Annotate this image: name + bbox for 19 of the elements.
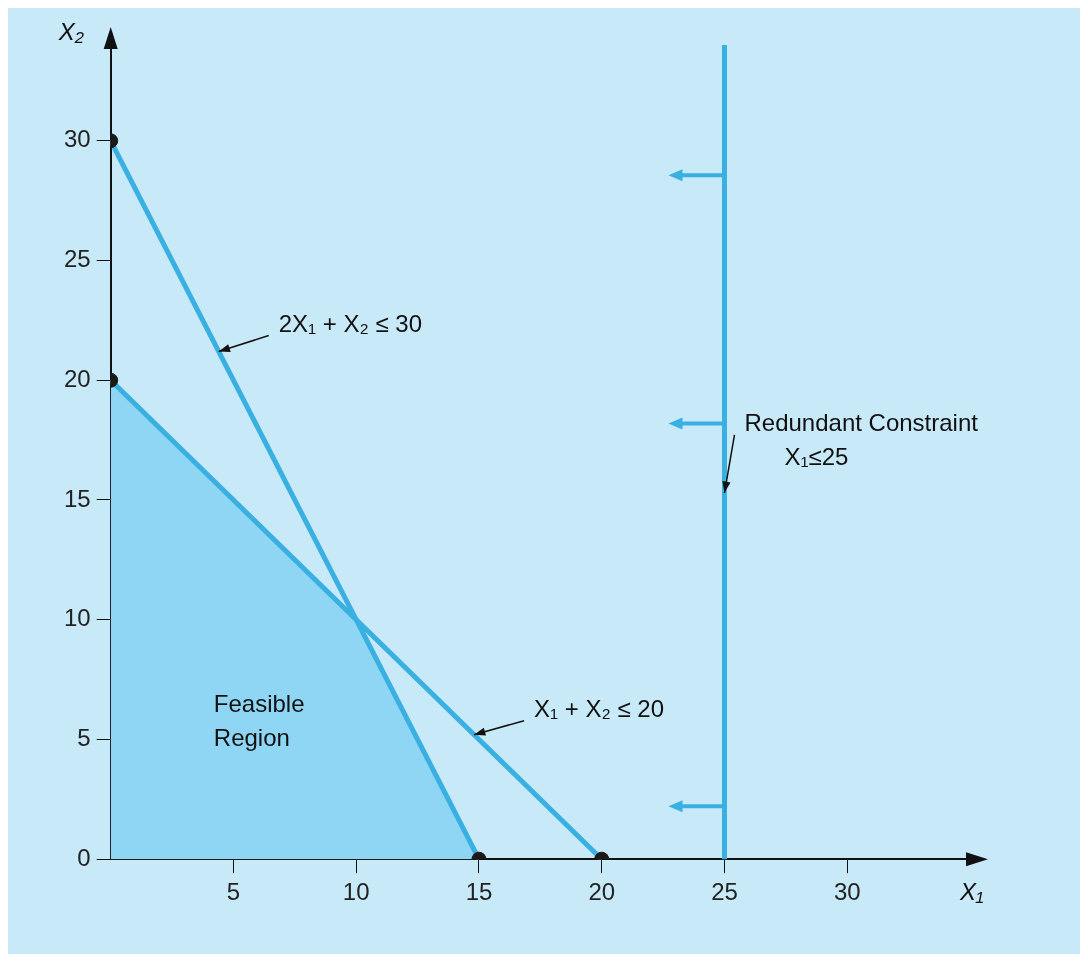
y-tick-label: 0 <box>77 843 91 871</box>
y-tick-label: 30 <box>63 125 91 153</box>
y-tick-label: 10 <box>63 604 91 632</box>
y-axis-title: X₂ <box>58 17 84 47</box>
y-tick-label: 25 <box>63 245 91 273</box>
x-tick-label: 15 <box>465 878 493 906</box>
y-tick-label: 15 <box>63 484 91 512</box>
y-tick-label: 20 <box>63 364 91 392</box>
x-tick-label: 5 <box>226 878 241 906</box>
annotation: X₁ + X₂ ≤ 20 <box>534 693 665 724</box>
x-tick-label: 10 <box>342 878 370 906</box>
x-tick-label: 25 <box>711 878 738 906</box>
x-axis-title: X₁ <box>960 877 984 908</box>
annotation: 2X₁ + X₂ ≤ 30 <box>278 308 423 339</box>
x-tick-label: 20 <box>588 878 616 906</box>
x-tick-label: 30 <box>833 878 861 906</box>
annotation: Redundant Constraint X₁≤25 <box>744 407 978 472</box>
y-tick-label: 5 <box>77 724 91 752</box>
series-label: Feasible Region <box>213 688 306 753</box>
